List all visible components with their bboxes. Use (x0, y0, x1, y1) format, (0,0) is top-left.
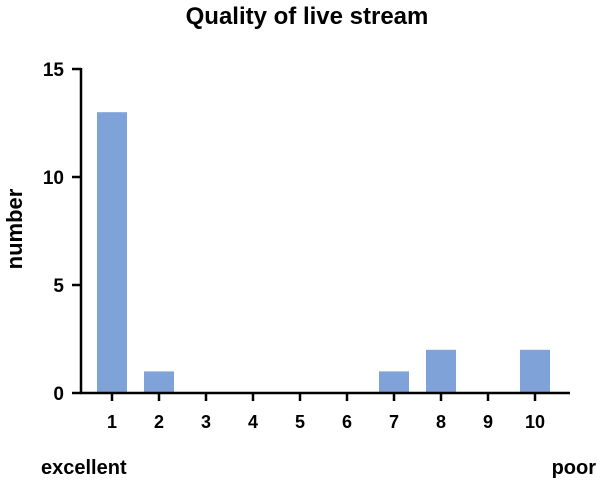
y-tick-label-10: 10 (43, 168, 64, 189)
bar-2 (144, 371, 174, 393)
bar-1 (97, 112, 127, 393)
x-tick-label-1: 1 (107, 412, 117, 432)
bar-8 (426, 349, 456, 393)
y-tick-label-5: 5 (53, 276, 64, 297)
x-tick-label-6: 6 (342, 412, 352, 432)
scale-label-poor: poor (552, 457, 597, 479)
y-ticks-group: 0 5 10 15 (43, 60, 81, 405)
x-tick-label-8: 8 (436, 412, 446, 432)
bar-7 (379, 371, 409, 393)
x-tick-label-4: 4 (248, 412, 258, 432)
x-ticks-group: 1 2 3 4 5 6 7 8 9 10 (107, 393, 545, 432)
y-tick-label-15: 15 (43, 60, 65, 81)
x-tick-label-3: 3 (201, 412, 211, 432)
x-tick-label-5: 5 (295, 412, 305, 432)
x-tick-label-10: 10 (525, 412, 545, 432)
y-tick-label-0: 0 (53, 384, 64, 405)
bar-10 (520, 349, 550, 393)
x-tick-label-7: 7 (389, 412, 399, 432)
x-tick-label-2: 2 (154, 412, 164, 432)
x-tick-label-9: 9 (483, 412, 493, 432)
y-axis-label: number (2, 188, 27, 269)
bars-group (97, 112, 550, 393)
scale-label-excellent: excellent (41, 457, 127, 479)
chart-title: Quality of live stream (186, 3, 429, 30)
